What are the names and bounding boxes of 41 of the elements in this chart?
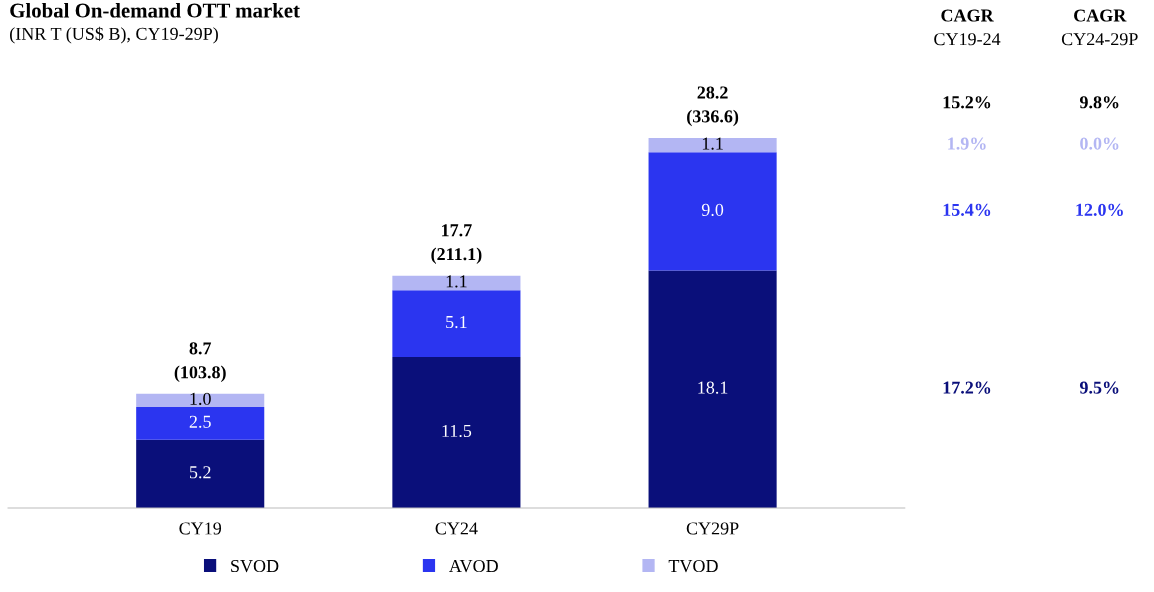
text: 0.0% bbox=[1080, 137, 1119, 150]
bar bbox=[136, 406, 265, 440]
text: 9.8% bbox=[1079, 96, 1119, 109]
bar bbox=[648, 137, 777, 153]
legend-label: TVOD bbox=[668, 559, 718, 573]
data-label: 11.5 bbox=[442, 424, 472, 438]
chart-title: Global On-demand OTT market bbox=[10, 2, 300, 18]
bar bbox=[648, 270, 777, 508]
text: CY19-24 bbox=[934, 33, 1001, 46]
legend-label: SVOD bbox=[231, 559, 279, 573]
text: CY24-29P bbox=[1061, 33, 1138, 46]
text: 12.0% bbox=[1076, 203, 1123, 217]
bar bbox=[392, 275, 521, 291]
text: 1.9% bbox=[948, 137, 986, 150]
data-label: 2.5 bbox=[189, 415, 211, 428]
total-label: 28.2 (336.6) bbox=[687, 86, 739, 127]
text: 15.2% bbox=[943, 96, 991, 109]
data-label: 18.1 bbox=[698, 381, 728, 394]
bar bbox=[392, 290, 521, 358]
bar bbox=[136, 439, 265, 508]
data-label: 1.0 bbox=[190, 392, 211, 405]
text: CAGR bbox=[941, 9, 994, 22]
data-label: 5.1 bbox=[446, 316, 467, 329]
text: 15.4% bbox=[943, 203, 991, 217]
data-label: 5.2 bbox=[189, 466, 211, 479]
bar bbox=[136, 393, 265, 407]
bar bbox=[392, 357, 521, 508]
data-label: 1.1 bbox=[446, 275, 467, 288]
x-tick-label: CY19 bbox=[179, 522, 222, 535]
chart-subtitle: (INR T (US$ B), CY19-29P) bbox=[10, 26, 218, 44]
legend-label: AVOD bbox=[449, 559, 498, 573]
x-tick-label: CY29P bbox=[686, 522, 739, 535]
total-label: 17.7 (211.1) bbox=[431, 224, 482, 264]
total-label: 8.7 (103.8) bbox=[174, 342, 226, 382]
text: 9.5% bbox=[1079, 381, 1119, 394]
text: CAGR bbox=[1074, 9, 1127, 22]
text: 17.2% bbox=[943, 381, 991, 394]
data-label: 1.1 bbox=[702, 137, 723, 150]
bar bbox=[648, 152, 777, 271]
x-tick-label: CY24 bbox=[435, 522, 478, 535]
data-label: 9.0 bbox=[701, 203, 724, 217]
